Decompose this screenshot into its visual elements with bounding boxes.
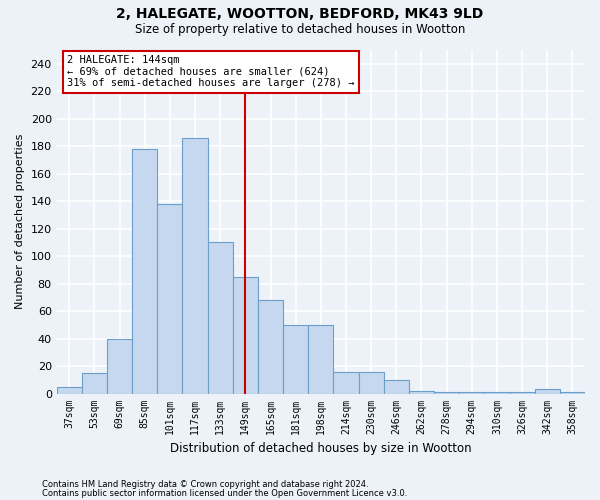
Bar	[82, 373, 107, 394]
Bar	[157, 204, 182, 394]
Bar	[258, 300, 283, 394]
Bar	[509, 392, 535, 394]
Text: 2 HALEGATE: 144sqm
← 69% of detached houses are smaller (624)
31% of semi-detach: 2 HALEGATE: 144sqm ← 69% of detached hou…	[67, 55, 355, 88]
Bar	[384, 380, 409, 394]
Bar	[182, 138, 208, 394]
Bar	[308, 325, 334, 394]
Bar	[208, 242, 233, 394]
Bar	[434, 392, 459, 394]
Text: Contains HM Land Registry data © Crown copyright and database right 2024.: Contains HM Land Registry data © Crown c…	[42, 480, 368, 489]
Bar	[334, 372, 359, 394]
Text: Size of property relative to detached houses in Wootton: Size of property relative to detached ho…	[135, 22, 465, 36]
Text: Contains public sector information licensed under the Open Government Licence v3: Contains public sector information licen…	[42, 489, 407, 498]
Bar	[132, 149, 157, 394]
Bar	[56, 386, 82, 394]
Bar	[233, 276, 258, 394]
Bar	[359, 372, 384, 394]
Bar	[484, 392, 509, 394]
Bar	[459, 392, 484, 394]
Bar	[535, 390, 560, 394]
Bar	[283, 325, 308, 394]
Bar	[560, 392, 585, 394]
Text: 2, HALEGATE, WOOTTON, BEDFORD, MK43 9LD: 2, HALEGATE, WOOTTON, BEDFORD, MK43 9LD	[116, 8, 484, 22]
Y-axis label: Number of detached properties: Number of detached properties	[15, 134, 25, 310]
Bar	[409, 391, 434, 394]
X-axis label: Distribution of detached houses by size in Wootton: Distribution of detached houses by size …	[170, 442, 472, 455]
Bar	[107, 338, 132, 394]
